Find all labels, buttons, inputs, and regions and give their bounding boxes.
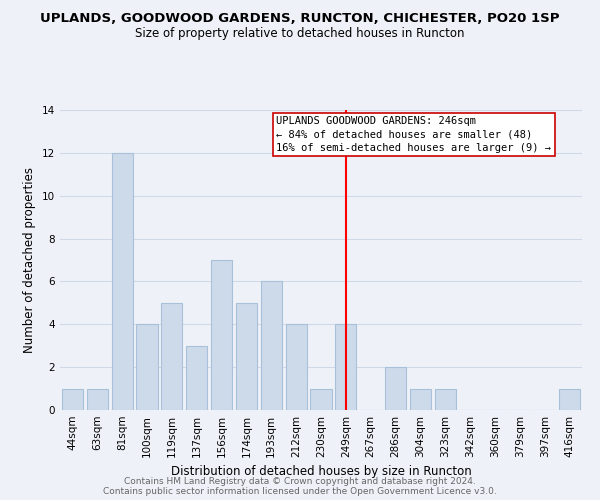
Text: Contains HM Land Registry data © Crown copyright and database right 2024.: Contains HM Land Registry data © Crown c… bbox=[124, 478, 476, 486]
Bar bbox=[236, 303, 257, 410]
X-axis label: Distribution of detached houses by size in Runcton: Distribution of detached houses by size … bbox=[170, 466, 472, 478]
Text: Contains public sector information licensed under the Open Government Licence v3: Contains public sector information licen… bbox=[103, 488, 497, 496]
Bar bbox=[410, 388, 431, 410]
Bar bbox=[112, 153, 133, 410]
Bar bbox=[385, 367, 406, 410]
Bar bbox=[161, 303, 182, 410]
Y-axis label: Number of detached properties: Number of detached properties bbox=[23, 167, 37, 353]
Bar bbox=[435, 388, 456, 410]
Bar bbox=[87, 388, 108, 410]
Bar bbox=[310, 388, 332, 410]
Text: UPLANDS GOODWOOD GARDENS: 246sqm
← 84% of detached houses are smaller (48)
16% o: UPLANDS GOODWOOD GARDENS: 246sqm ← 84% o… bbox=[276, 116, 551, 153]
Text: Size of property relative to detached houses in Runcton: Size of property relative to detached ho… bbox=[135, 28, 465, 40]
Bar bbox=[136, 324, 158, 410]
Bar bbox=[286, 324, 307, 410]
Bar bbox=[261, 282, 282, 410]
Bar bbox=[335, 324, 356, 410]
Text: UPLANDS, GOODWOOD GARDENS, RUNCTON, CHICHESTER, PO20 1SP: UPLANDS, GOODWOOD GARDENS, RUNCTON, CHIC… bbox=[40, 12, 560, 26]
Bar bbox=[62, 388, 83, 410]
Bar bbox=[186, 346, 207, 410]
Bar bbox=[559, 388, 580, 410]
Bar bbox=[211, 260, 232, 410]
